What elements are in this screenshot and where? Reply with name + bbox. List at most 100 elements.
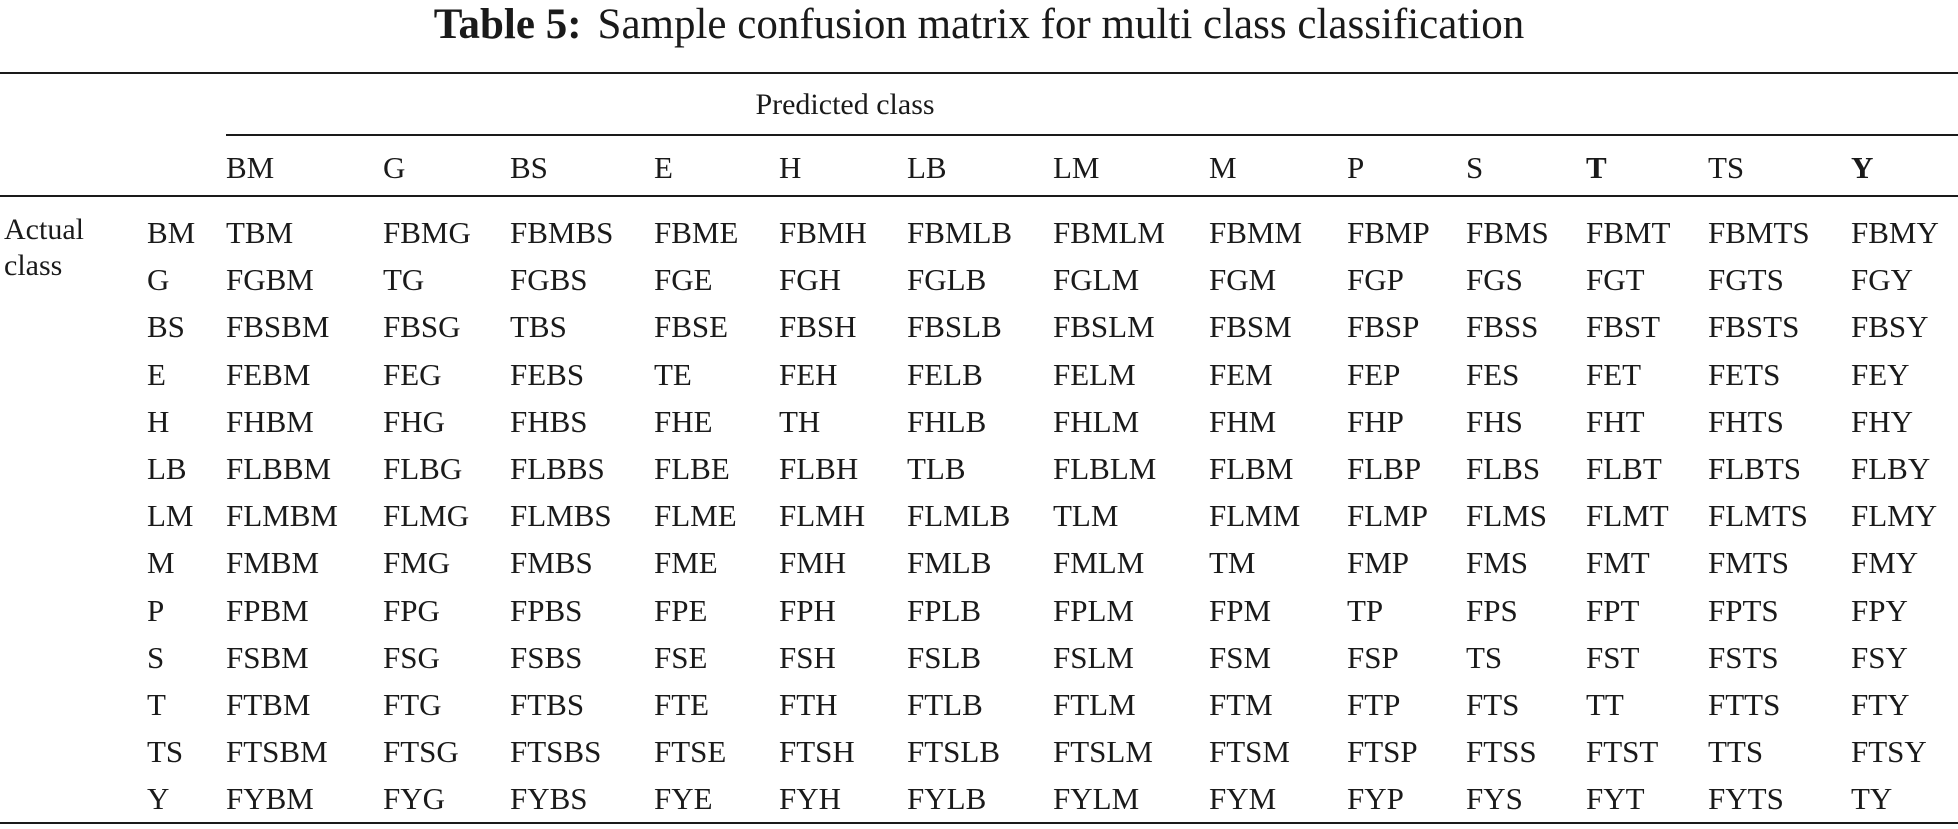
matrix-cell: FYBM [226, 781, 314, 817]
matrix-cell: FLBBM [226, 451, 332, 486]
matrix-cell: FGH [779, 262, 842, 298]
matrix-cell: FLBM [1209, 451, 1294, 486]
matrix-cell: FMBS [510, 545, 593, 581]
matrix-cell: FME [654, 545, 718, 581]
matrix-cell: FBST [1586, 309, 1661, 345]
predicted-class-label: Predicted class [755, 88, 935, 121]
matrix-cell: FET [1586, 356, 1642, 392]
column-header: M [1209, 150, 1237, 185]
matrix-cell: FMTS [1708, 545, 1789, 581]
matrix-cell: FPM [1209, 592, 1272, 628]
column-header: S [1466, 150, 1484, 185]
matrix-cell: FEY [1851, 356, 1910, 392]
matrix-cell: FLMTS [1708, 498, 1808, 534]
matrix-cell: FLBP [1347, 451, 1422, 486]
matrix-cell: FSLM [1053, 639, 1134, 675]
matrix-cell: FPG [383, 592, 440, 628]
matrix-cell: FLMH [779, 498, 866, 534]
matrix-cell: FBSY [1851, 309, 1929, 345]
matrix-cell: FBSP [1347, 309, 1420, 345]
row-header: Y [147, 781, 170, 817]
matrix-cell: FGLM [1053, 262, 1140, 298]
matrix-cell: FMLB [907, 545, 992, 581]
matrix-cell: FTM [1209, 687, 1273, 722]
top-rule [0, 72, 1958, 74]
matrix-cell: FTP [1347, 687, 1401, 722]
matrix-cell: FELB [907, 356, 983, 392]
matrix-cell: FSE [654, 639, 708, 675]
matrix-cell: FTSG [383, 734, 459, 770]
matrix-cell: FGT [1586, 262, 1645, 298]
row-header: M [147, 545, 175, 581]
matrix-cell: FLBG [383, 451, 463, 486]
matrix-cell: FHE [654, 403, 713, 439]
matrix-cell: FPLB [907, 592, 982, 628]
matrix-cell: FGE [654, 262, 713, 298]
column-header: E [654, 150, 673, 185]
matrix-cell: FSTS [1708, 639, 1779, 675]
actual-class-label-line1: Actual [4, 213, 84, 246]
matrix-cell: FYS [1466, 781, 1523, 817]
matrix-cell: FTBM [226, 687, 311, 722]
column-header: TS [1708, 150, 1745, 185]
matrix-cell: FMBM [226, 545, 320, 581]
matrix-cell: FYLB [907, 781, 987, 817]
matrix-cell: FLMLB [907, 498, 1011, 534]
matrix-cell: FTE [654, 687, 710, 722]
matrix-cell: FYBS [510, 781, 588, 817]
column-header: P [1347, 150, 1365, 185]
matrix-cell: FTSLM [1053, 734, 1153, 770]
matrix-cell: FHLB [907, 403, 987, 439]
matrix-cell: FGBS [510, 262, 588, 298]
matrix-cell: FBMT [1586, 215, 1671, 250]
matrix-cell: FYT [1586, 781, 1645, 817]
matrix-cell: FELM [1053, 356, 1136, 392]
matrix-cell: FHM [1209, 403, 1277, 439]
matrix-cell: FHBM [226, 403, 314, 439]
matrix-cell: FSG [383, 639, 440, 675]
matrix-cell: FLBH [779, 451, 859, 486]
matrix-cell: FSY [1851, 639, 1908, 675]
matrix-cell: FHT [1586, 403, 1645, 439]
matrix-cell: FTTS [1708, 687, 1781, 722]
matrix-cell: FBSLB [907, 309, 1002, 345]
matrix-cell: TG [383, 262, 425, 298]
predicted-class-rule [226, 134, 1958, 136]
matrix-cell: FSBS [510, 639, 583, 675]
matrix-cell: FMY [1851, 545, 1919, 581]
matrix-cell: TE [654, 356, 692, 392]
matrix-cell: FBMY [1851, 215, 1939, 250]
column-header: H [779, 150, 802, 185]
matrix-cell: FEM [1209, 356, 1273, 392]
matrix-cell: FLMP [1347, 498, 1428, 534]
matrix-cell: FHBS [510, 403, 588, 439]
matrix-cell: FBMBS [510, 215, 614, 250]
matrix-cell: FLMT [1586, 498, 1669, 534]
caption-text: Sample confusion matrix for multi class … [597, 1, 1525, 48]
matrix-cell: FYM [1209, 781, 1277, 817]
matrix-cell: FEH [779, 356, 838, 392]
matrix-cell: FTST [1586, 734, 1659, 770]
matrix-cell: FTSM [1209, 734, 1290, 770]
matrix-cell: FBMH [779, 215, 867, 250]
row-header: BM [147, 215, 196, 250]
matrix-cell: FMH [779, 545, 847, 581]
matrix-cell: TY [1851, 781, 1893, 817]
matrix-cell: FLMBM [226, 498, 338, 534]
matrix-cell: FTY [1851, 687, 1910, 722]
matrix-cell: FEBM [226, 356, 311, 392]
header-rule [0, 195, 1958, 197]
matrix-cell: FTSBM [226, 734, 328, 770]
row-header: G [147, 262, 170, 298]
column-header: T [1586, 150, 1607, 185]
caption-label: Table 5: [433, 1, 582, 48]
matrix-cell: FPLM [1053, 592, 1134, 628]
matrix-cell: FLMY [1851, 498, 1938, 534]
matrix-cell: FGLB [907, 262, 987, 298]
column-header: LM [1053, 150, 1100, 185]
matrix-cell: FES [1466, 356, 1520, 392]
matrix-cell: FST [1586, 639, 1640, 675]
matrix-cell: TM [1209, 545, 1256, 581]
matrix-cell: FEP [1347, 356, 1401, 392]
matrix-cell: FLMS [1466, 498, 1547, 534]
